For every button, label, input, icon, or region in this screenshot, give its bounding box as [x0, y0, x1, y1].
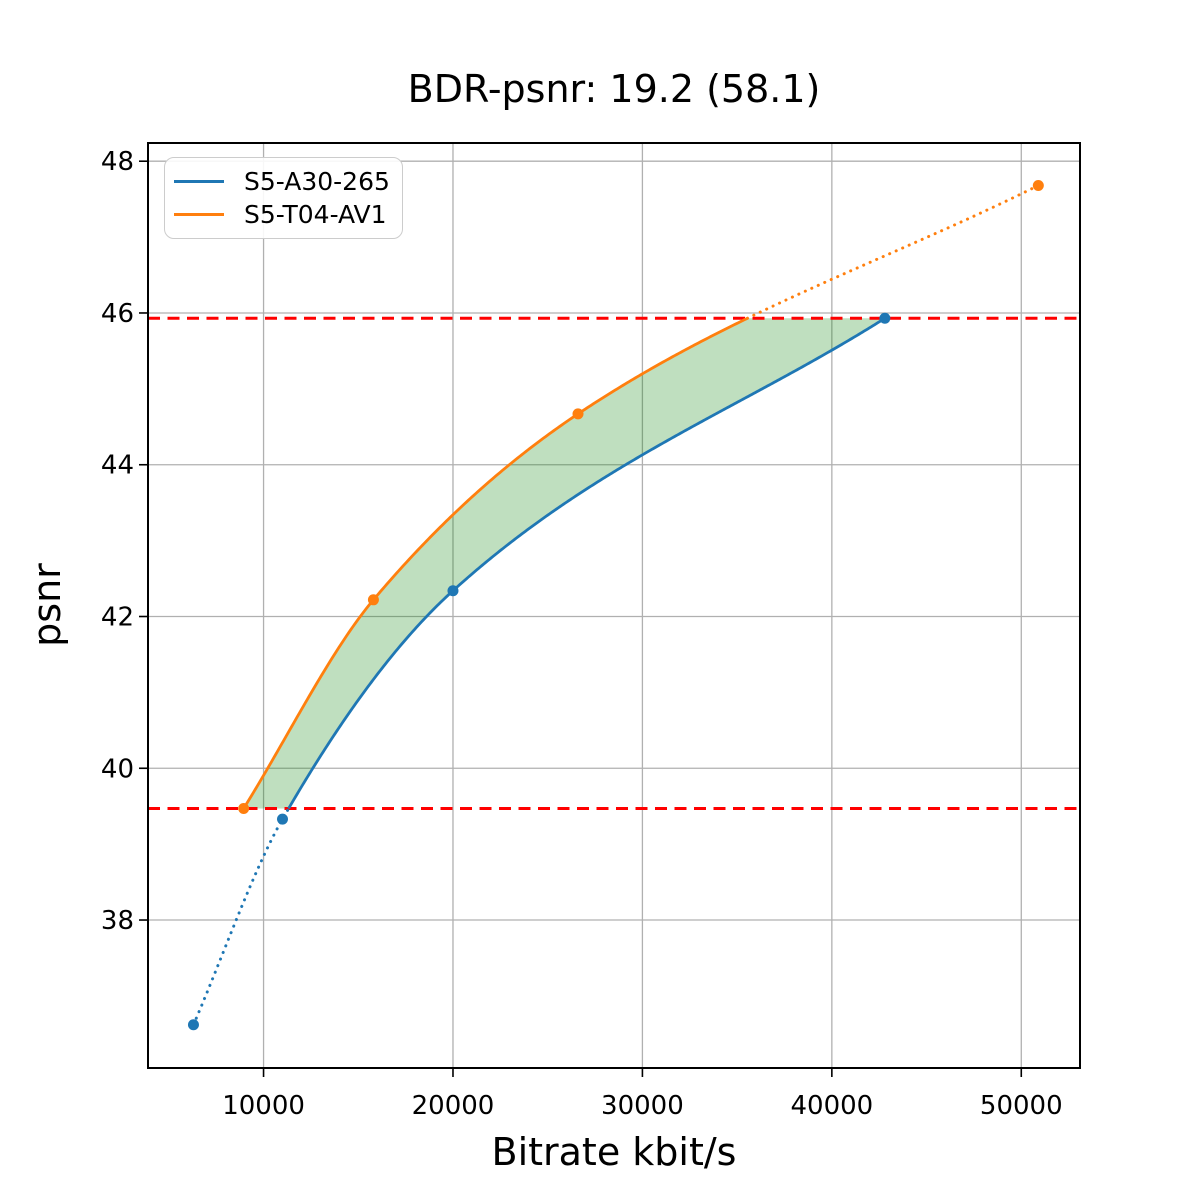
y-tick-label: 38: [101, 906, 134, 936]
data-point-marker: [572, 408, 584, 420]
x-tick-label: 50000: [980, 1091, 1063, 1121]
series-s5-a30-265-solid: [287, 317, 886, 810]
y-tick-label: 40: [101, 754, 134, 784]
y-tick-label: 42: [101, 603, 134, 633]
y-tick-label: 44: [101, 451, 134, 481]
chart-title: BDR-psnr: 19.2 (58.1): [407, 67, 821, 111]
y-tick-label: 48: [101, 147, 134, 177]
series-s5-a30-265-dotted: [191, 806, 291, 1027]
legend-line-sample-orange: [174, 213, 224, 216]
legend-item-s5-t04-av1: S5-T04-AV1: [174, 198, 390, 231]
data-point-marker: [447, 585, 459, 597]
x-tick-label: 10000: [222, 1091, 305, 1121]
x-tick-label: 30000: [601, 1091, 684, 1121]
data-point-marker: [1032, 179, 1044, 191]
data-point-marker: [238, 802, 250, 814]
series-s5-t04-av1-solid: [242, 317, 749, 810]
x-tick-label: 40000: [790, 1091, 873, 1121]
legend-label: S5-T04-AV1: [244, 200, 387, 229]
legend: S5-A30-265 S5-T04-AV1: [164, 157, 403, 239]
legend-item-s5-a30-265: S5-A30-265: [174, 165, 390, 198]
series-s5-t04-av1-dotted: [745, 183, 1040, 320]
y-tick-label: 46: [101, 299, 134, 329]
data-point-marker: [187, 1019, 199, 1031]
bd-shaded-region: [243, 318, 885, 809]
x-axis-label: Bitrate kbit/s: [491, 1130, 737, 1174]
data-point-marker: [367, 594, 379, 606]
data-point-marker: [276, 813, 288, 825]
data-point-marker: [879, 312, 891, 324]
x-tick-label: 20000: [412, 1091, 495, 1121]
legend-line-sample-blue: [174, 180, 224, 183]
plot-border: [147, 142, 1081, 1069]
legend-label: S5-A30-265: [244, 167, 390, 196]
